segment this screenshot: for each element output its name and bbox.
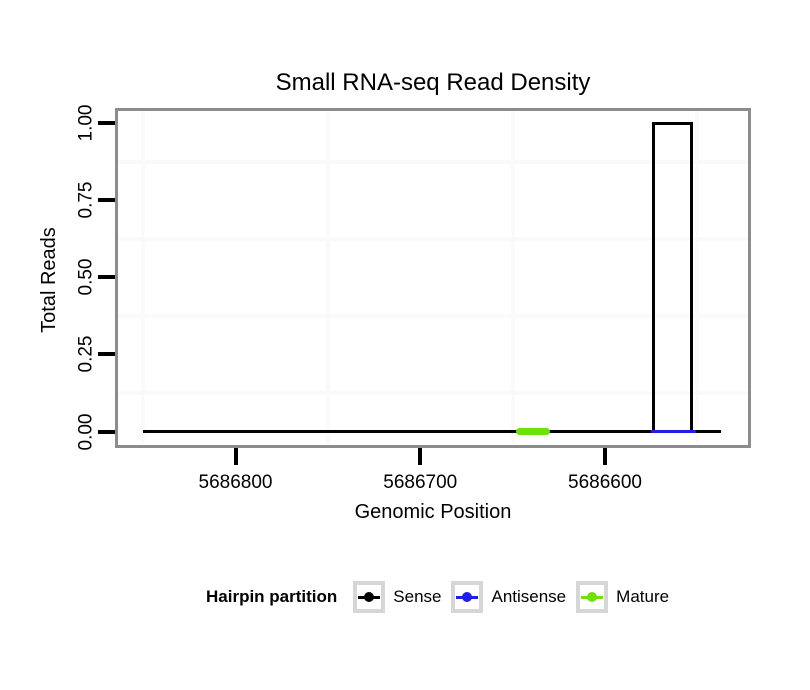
x-tick-mark (418, 448, 423, 465)
legend-label-sense: Sense (393, 587, 442, 606)
y-tick-mark (98, 352, 115, 357)
legend-item-mature: Mature (576, 581, 669, 613)
y-tick-mark (98, 198, 115, 203)
x-tick-mark (233, 448, 238, 465)
antisense-dot-glyph (462, 592, 473, 602)
grid-minor-y (118, 159, 748, 164)
legend-key-antisense-icon (451, 581, 484, 613)
legend: Hairpin partition Sense Antisense Mature (206, 581, 679, 613)
mature-dot-glyph (587, 592, 598, 602)
x-tick-label: 5686800 (198, 472, 273, 493)
y-axis-title: Total Reads (38, 227, 60, 333)
series-sense-riser (690, 121, 694, 433)
x-tick-label: 5686600 (568, 472, 642, 493)
legend-label-antisense: Antisense (491, 587, 567, 606)
y-tick-label: 0.00 (75, 413, 97, 450)
grid-minor-x (325, 111, 330, 445)
y-tick-mark (98, 275, 115, 280)
sense-dot-glyph (364, 592, 375, 602)
grid-minor-y (118, 390, 748, 395)
legend-key-mature-icon (576, 581, 609, 613)
series-sense-riser (651, 121, 655, 433)
series-sense-segment (653, 121, 692, 125)
legend-item-sense: Sense (353, 581, 441, 613)
y-tick-label: 1.00 (75, 104, 97, 142)
y-tick-mark (98, 429, 115, 434)
grid-minor-x (141, 111, 146, 445)
chart-title: Small RNA-seq Read Density (275, 69, 591, 96)
y-tick-mark (98, 121, 115, 125)
grid-minor-y (118, 313, 748, 318)
grid-minor-y (118, 236, 748, 241)
legend-title: Hairpin partition (206, 587, 338, 606)
series-sense-segment (143, 430, 654, 433)
series-antisense-segment (651, 430, 696, 433)
series-mature-segment (516, 428, 550, 435)
plot-panel (115, 108, 751, 448)
x-tick-label: 5686700 (383, 472, 458, 493)
grid-layer (118, 111, 748, 445)
x-axis-title: Genomic Position (354, 501, 512, 523)
grid-minor-x (510, 111, 515, 445)
grid-minor-x (695, 111, 700, 445)
series-sense-segment (691, 430, 722, 433)
y-tick-label: 0.75 (75, 181, 97, 219)
legend-label-mature: Mature (616, 587, 670, 606)
y-tick-label: 0.25 (75, 335, 97, 373)
legend-key-sense-icon (353, 581, 386, 613)
x-tick-mark (603, 448, 607, 465)
legend-item-antisense: Antisense (451, 581, 566, 613)
y-tick-label: 0.50 (75, 258, 97, 296)
series-layer (118, 111, 748, 445)
